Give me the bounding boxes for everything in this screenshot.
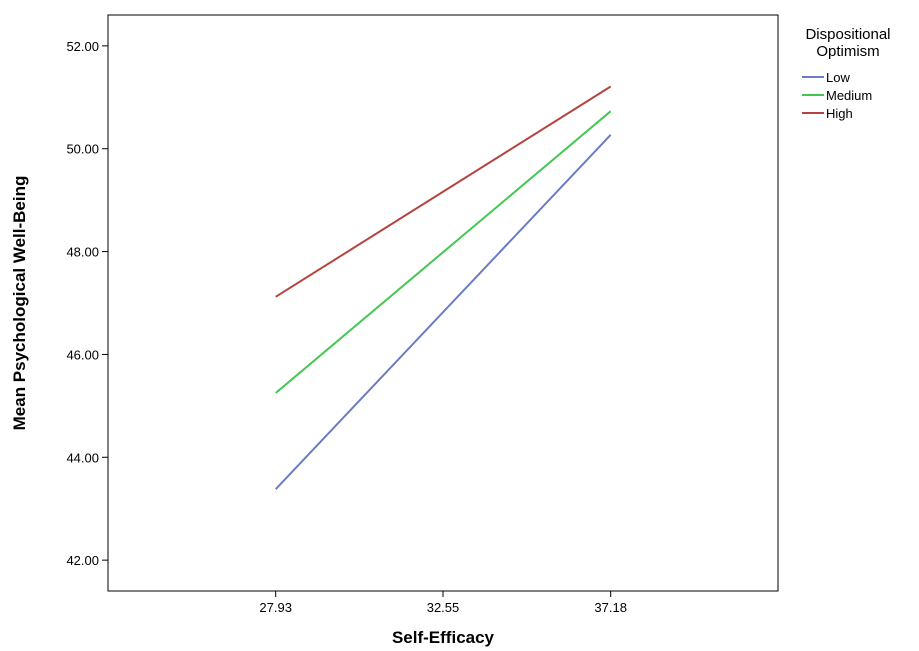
x-tick-label: 27.93 xyxy=(259,600,292,615)
legend-title-line-1: Dispositional xyxy=(805,26,890,43)
y-tick-label: 46.00 xyxy=(66,347,99,362)
x-axis-title: Self-Efficacy xyxy=(392,628,495,647)
series-lines xyxy=(274,85,612,490)
y-tick-label: 50.00 xyxy=(66,142,99,157)
y-tick-label: 44.00 xyxy=(66,450,99,465)
series-line-medium xyxy=(275,110,612,394)
x-axis-ticks: 27.93 32.55 37.18 xyxy=(259,591,627,615)
y-tick-label: 42.00 xyxy=(66,553,99,568)
legend-title-line-2: Optimism xyxy=(816,43,879,60)
legend-items: Low Medium High xyxy=(802,70,872,121)
legend-label-medium: Medium xyxy=(826,88,872,103)
x-tick-label: 32.55 xyxy=(427,600,460,615)
legend-label-high: High xyxy=(826,106,853,121)
series-line-low xyxy=(274,134,612,490)
y-tick-label: 48.00 xyxy=(66,245,99,260)
x-tick-label: 37.18 xyxy=(594,600,627,615)
y-axis-ticks: 42.00 44.00 46.00 48.00 50.00 52.00 xyxy=(66,39,108,568)
y-tick-label: 52.00 xyxy=(66,39,99,54)
legend: Dispositional Optimism Low Medium High xyxy=(802,26,891,121)
legend-label-low: Low xyxy=(826,70,850,85)
series-line-high xyxy=(275,85,612,298)
y-axis-title: Mean Psychological Well-Being xyxy=(10,176,29,431)
plot-frame xyxy=(107,14,779,592)
